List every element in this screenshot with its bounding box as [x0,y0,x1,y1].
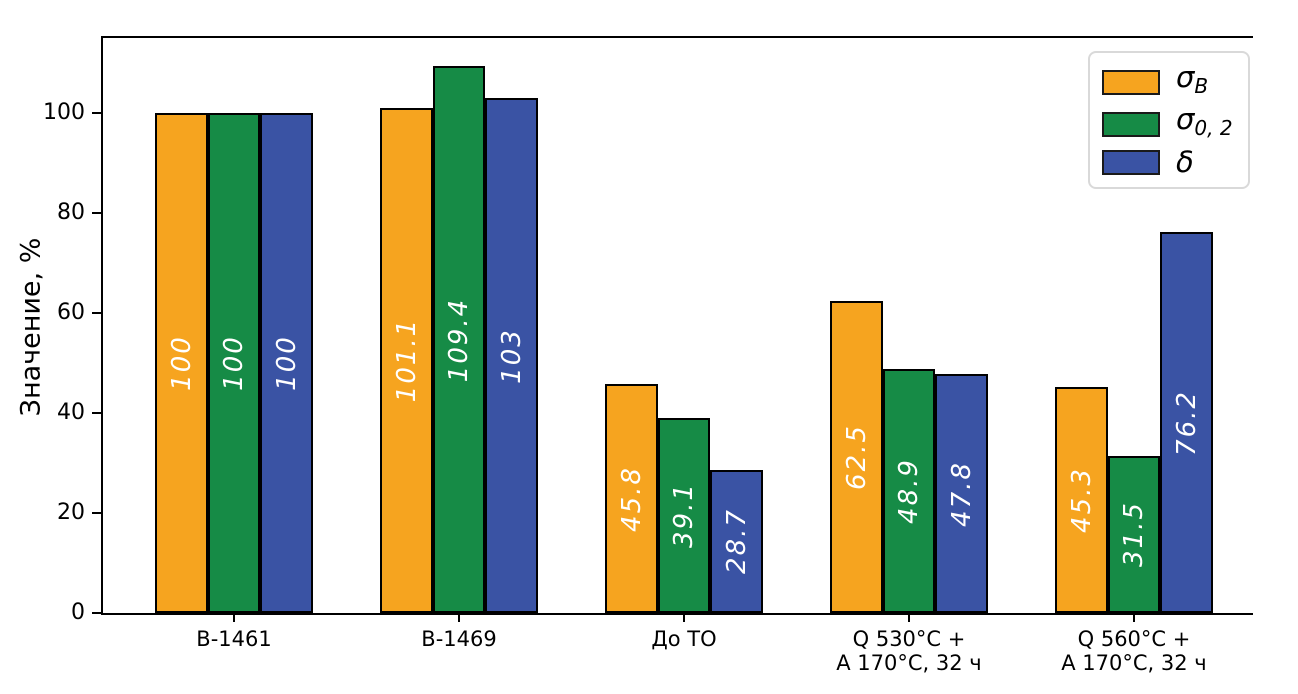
bar-value-label: 100 [271,335,302,391]
x-tick-label-line: До ТО [651,627,717,651]
x-tick-label: Q 560°C + А 170°C, 32 ч [1019,627,1249,675]
legend-swatch-sigma-b [1102,69,1160,95]
bar-value-label: 28.7 [721,508,752,575]
y-tick-label: 100 [43,100,85,125]
bar-value-label: 47.8 [946,460,977,527]
bar-value-label: 45.8 [616,465,647,532]
y-tick-mark [92,612,101,614]
bar-value-label: 103 [496,327,527,384]
bar-sigma-b: 62.5 [830,300,883,613]
x-tick-label-line: Q 560°C + [1077,627,1191,651]
x-tick-label-line: Q 530°C + [852,627,966,651]
bar-value-label: 45.3 [1066,466,1097,533]
x-tick-label: Q 530°C + А 170°C, 32 ч [794,627,1024,675]
bar-value-label: 48.9 [894,457,924,524]
bar-sigma-0-2: 31.5 [1107,455,1161,613]
bar-sigma-b: 101.1 [380,107,433,613]
legend-swatch-delta [1102,149,1160,175]
legend-label-sigma-0-2: σ0, 2 [1176,105,1233,143]
y-tick-mark [92,512,101,514]
legend-label-delta: δ [1176,144,1194,179]
x-tick-label: В-1461 [119,627,349,651]
bar-sigma-b: 100 [155,113,208,613]
bar-value-label: 31.5 [1119,501,1149,568]
bar-value-label: 39.1 [669,482,699,549]
bar-value-label: 100 [219,335,249,391]
y-axis-label: Значение, % [15,237,47,417]
x-tick-mark [908,613,910,622]
x-tick-mark [458,613,460,622]
x-tick-label-line: А 170°C, 32 ч [836,651,982,675]
x-tick-mark [683,613,685,622]
bar-delta: 76.2 [1160,232,1213,613]
legend-label-sigma-b: σB [1176,63,1208,101]
y-tick-mark [92,112,101,114]
bar-sigma-0-2: 39.1 [657,417,711,613]
y-tick-label: 40 [57,400,85,425]
y-tick-mark [92,312,101,314]
legend-item-sigma-0-2: σ0, 2 [1102,105,1236,143]
x-tick-label: До ТО [569,627,799,651]
bar-value-label: 100 [166,335,197,391]
bar-sigma-0-2: 48.9 [882,368,936,613]
y-tick-mark [92,412,101,414]
y-tick-label: 0 [71,600,85,625]
bar-value-label: 76.2 [1171,389,1202,456]
x-tick-label: В-1469 [344,627,574,651]
y-tick-mark [92,212,101,214]
bar-delta: 28.7 [710,469,763,613]
legend-symbol: δ [1176,144,1194,179]
bar-sigma-b: 45.3 [1055,386,1108,613]
x-tick-mark [233,613,235,622]
x-tick-label-line: В-1461 [196,627,272,651]
bar-delta: 103 [485,98,538,613]
legend-symbol-subscript: 0, 2 [1194,116,1233,141]
x-tick-label-line: А 170°C, 32 ч [1061,651,1207,675]
legend-swatch-sigma-0-2 [1102,111,1160,137]
plot-area: 0 20 40 60 80 100 100 100 100 В-1461 101.1 109.4 103… [43,36,1253,675]
bar-delta: 100 [260,113,313,613]
bar-sigma-0-2: 100 [207,113,261,613]
bar-delta: 47.8 [935,374,988,613]
y-tick-label: 80 [57,200,85,225]
y-tick-label: 60 [57,300,85,325]
bar-value-label: 109.4 [444,297,474,382]
y-tick-label: 20 [57,500,85,525]
bar-value-label: 62.5 [841,423,872,490]
legend-item-sigma-b: σB [1102,63,1236,101]
bar-sigma-b: 45.8 [605,384,658,613]
legend-symbol: σ [1176,102,1195,137]
legend-symbol: σ [1176,60,1195,95]
x-tick-mark [1133,613,1135,622]
legend-symbol-subscript: B [1194,74,1209,99]
bar-value-label: 101.1 [391,318,422,403]
x-tick-label-line: В-1469 [421,627,497,651]
bar-sigma-0-2: 109.4 [432,66,486,613]
legend-item-delta: δ [1102,144,1236,179]
